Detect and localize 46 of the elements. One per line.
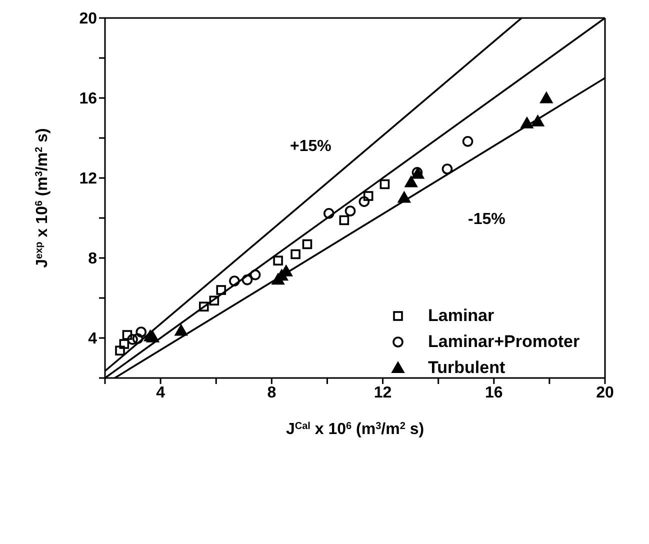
point [198,302,209,312]
point [540,92,553,104]
point [216,285,226,295]
legend-label: Laminar [428,306,494,326]
x-tick-label: 20 [596,384,614,402]
annotation: -15% [468,211,506,229]
point [242,274,253,286]
point [398,191,411,203]
y-tick-label: 12 [79,170,98,188]
annotation: +15% [290,138,332,156]
y-tick-label: 20 [79,10,98,28]
point [146,330,160,342]
point [209,296,220,306]
point [404,176,418,188]
point [520,116,534,128]
point [229,276,240,286]
point [531,114,544,126]
point [358,196,370,207]
point [323,208,334,219]
point [127,334,138,345]
y-tick-label: 8 [88,250,98,268]
point [174,324,188,336]
x-tick-label: 12 [374,384,392,402]
point [339,215,350,226]
point [250,269,261,280]
text: J$^{Cal}$ x 10$^{6}$ (m$^{3}$/m$^{2}$ s) [286,420,424,438]
legend-label: Turbulent [428,358,506,378]
point [363,191,374,201]
point [273,256,283,266]
point [442,164,453,174]
y-tick-label: 16 [79,90,98,108]
y-tick-label: 4 [88,330,98,348]
point [119,339,130,349]
x-tick-label: 16 [484,384,503,402]
x-tick-label: 4 [156,384,166,402]
point [302,239,312,250]
point [290,249,300,260]
point [122,330,132,340]
x-tick-label: 8 [267,384,276,402]
point [132,333,144,344]
point [344,206,356,216]
point [462,136,474,147]
point [115,346,125,356]
point [136,326,147,338]
legend-label: Laminar+Promoter [428,332,580,352]
point [380,179,390,190]
